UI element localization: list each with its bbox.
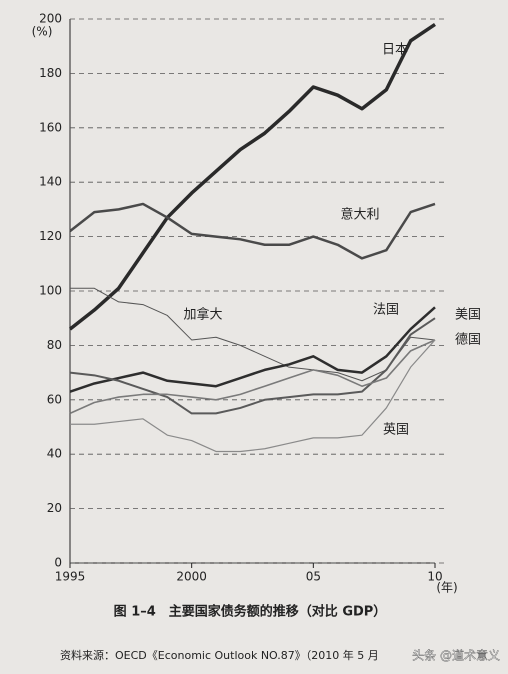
series-line: [69, 339, 436, 415]
series-line: [70, 339, 436, 453]
series-line: [69, 306, 436, 393]
y-tick-label: 180: [39, 66, 62, 80]
y-tick-label: 80: [47, 338, 62, 352]
x-tick-label: 1995: [55, 570, 86, 584]
y-tick-label: 100: [39, 284, 62, 298]
series-label: 德国: [455, 333, 481, 348]
x-tick-label: 2000: [176, 570, 207, 584]
source: 资料来源：OECD《Economic Outlook NO.87》（2010 年…: [60, 648, 379, 662]
series-label: 日本: [382, 43, 408, 58]
series-label: 意大利: [340, 207, 379, 223]
y-tick-label: 200: [39, 12, 62, 26]
series-line: [69, 317, 436, 415]
series-line: [70, 287, 436, 382]
series-line: [69, 202, 436, 260]
series-label: 加拿大: [183, 307, 222, 323]
y-tick-label: 120: [39, 229, 62, 243]
x-tick-label: 05: [306, 570, 321, 584]
y-axis-label: (%): [32, 25, 53, 39]
series-line: [68, 22, 436, 331]
y-tick-label: 40: [47, 447, 62, 461]
y-tick-label: 160: [39, 120, 62, 134]
x-tick-label: 10: [427, 570, 442, 584]
y-tick-label: 20: [47, 501, 62, 515]
y-tick-label: 140: [39, 175, 62, 189]
x-axis-label: (年): [436, 581, 457, 595]
series-label: 英国: [383, 423, 409, 438]
y-tick-label: 0: [54, 556, 62, 570]
series-label: 法国: [373, 303, 399, 318]
series-label: 美国: [455, 308, 481, 323]
y-tick-label: 60: [47, 392, 62, 406]
watermark: 头条 @道术意义: [412, 648, 500, 663]
caption: 图 1–4 主要国家债务额的推移（对比 GDP）: [114, 604, 387, 620]
